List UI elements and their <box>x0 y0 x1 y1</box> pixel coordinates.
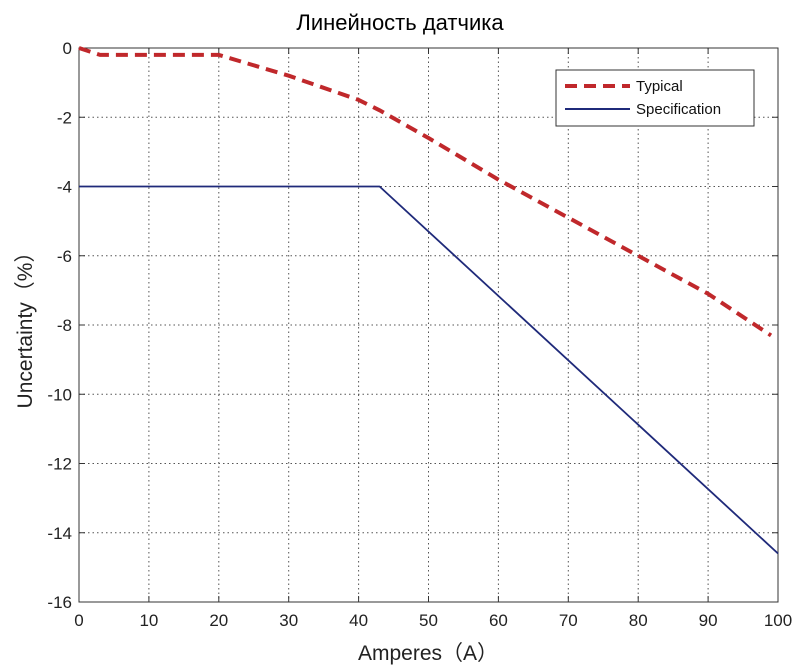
y-tick-label: -2 <box>57 108 72 127</box>
series-line-specification <box>79 185 779 555</box>
x-tick-labels: 0 10 20 30 40 50 60 70 80 90 100 <box>74 611 792 630</box>
legend-box <box>555 69 755 127</box>
x-axis-label: Amperes（A） <box>358 642 498 665</box>
y-tick-label: -4 <box>57 178 72 197</box>
y-tick-label: -16 <box>47 593 72 612</box>
x-tick-label: 50 <box>419 611 438 630</box>
legend: Typical Specification <box>555 69 755 127</box>
x-tick-label: 100 <box>764 611 792 630</box>
y-axis-label: Uncertainty（%） <box>14 242 37 409</box>
chart-title: Линейность датчика <box>296 10 504 35</box>
y-tick-label: -14 <box>47 524 72 543</box>
y-tick-label: -12 <box>47 455 72 474</box>
tick-marks <box>78 47 779 603</box>
y-tick-label: -6 <box>57 247 72 266</box>
series-line-typical <box>78 46 773 338</box>
x-tick-label: 90 <box>699 611 718 630</box>
x-tick-label: 0 <box>74 611 83 630</box>
x-tick-label: 70 <box>559 611 578 630</box>
series-layer <box>78 46 779 555</box>
x-tick-label: 10 <box>139 611 158 630</box>
legend-label-typical: Typical <box>636 78 683 95</box>
x-tick-label: 20 <box>209 611 228 630</box>
x-tick-label: 80 <box>629 611 648 630</box>
x-tick-label: 60 <box>489 611 508 630</box>
y-tick-labels: 0 -2 -4 -6 -8 -10 -12 -14 -16 <box>47 39 72 612</box>
y-tick-label: -8 <box>57 316 72 335</box>
x-tick-label: 30 <box>279 611 298 630</box>
x-tick-label: 40 <box>349 611 368 630</box>
y-tick-label: -10 <box>47 385 72 404</box>
y-tick-label: 0 <box>63 39 72 58</box>
legend-label-specification: Specification <box>636 101 721 118</box>
